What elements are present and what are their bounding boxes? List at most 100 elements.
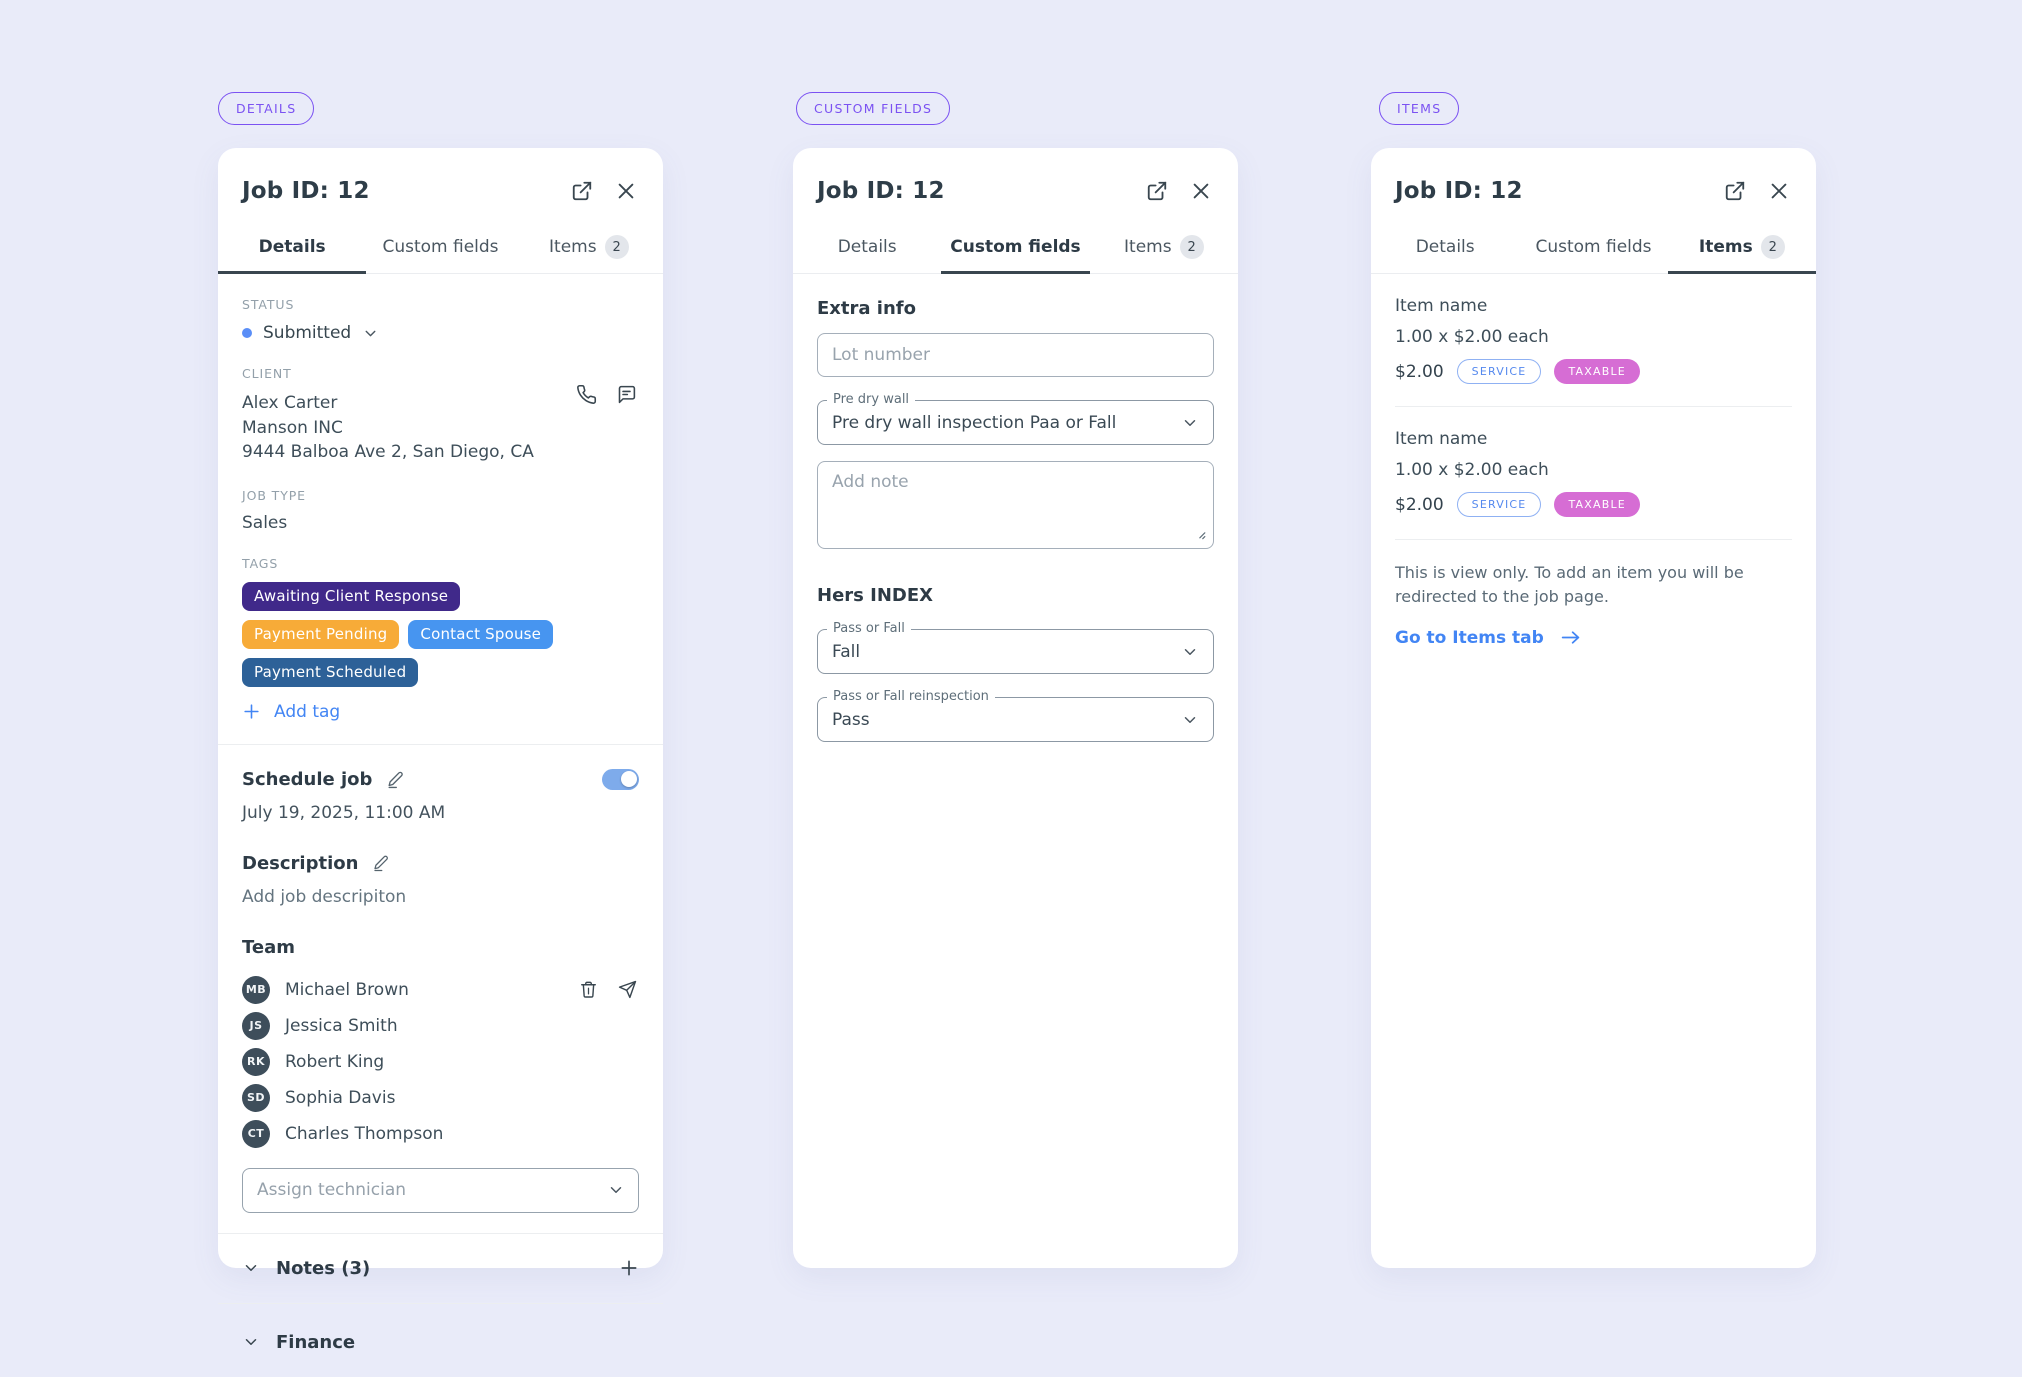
lot-number-input[interactable] (817, 333, 1214, 377)
avatar: MB (242, 975, 270, 1004)
tag-pill: Contact Spouse (408, 619, 554, 649)
tab-custom-fields[interactable]: Custom fields (1535, 237, 1652, 257)
edit-schedule-icon[interactable] (386, 770, 405, 789)
divider (218, 1232, 663, 1234)
tab-custom-fields[interactable]: Custom fields (941, 226, 1090, 274)
chevron-down-icon (365, 330, 376, 336)
pass-or-fall-label: Pass or Fall (827, 621, 911, 636)
client-name: Alex Carter (242, 393, 338, 413)
assign-technician-input[interactable] (242, 1167, 639, 1213)
tab-bar: Details Custom fields Items 2 (793, 226, 1238, 274)
custom-fields-card: Job ID: 12 Details Custom fields Items 2 … (793, 148, 1238, 1268)
plus-icon (244, 704, 259, 719)
item-price: $2.00 (1395, 361, 1444, 382)
item-row: Item name 1.00 x $2.00 each $2.00 SERVIC… (1395, 296, 1792, 384)
tab-items[interactable]: Items 2 (1090, 226, 1238, 274)
items-section-chip: ITEMS (1379, 92, 1460, 125)
tab-custom-fields[interactable]: Custom fields (382, 237, 499, 257)
tag-pill: Payment Pending (242, 619, 400, 649)
tab-items[interactable]: Items 2 (1667, 226, 1816, 274)
resize-handle-icon[interactable] (1189, 522, 1209, 542)
close-icon[interactable] (1190, 180, 1212, 202)
team-title: Team (242, 936, 295, 958)
add-note-textarea[interactable] (817, 461, 1214, 549)
item-quantity: 1.00 x $2.00 each (1395, 327, 1549, 347)
job-type-value: Sales (242, 512, 288, 533)
item-row: Item name 1.00 x $2.00 each $2.00 SERVIC… (1395, 429, 1792, 517)
pre-dry-wall-label: Pre dry wall (827, 392, 916, 407)
phone-icon[interactable] (576, 384, 597, 405)
schedule-job-title: Schedule job (242, 768, 373, 790)
divider (1395, 539, 1792, 540)
description-placeholder: Add job descripiton (242, 886, 407, 907)
description-title: Description (242, 852, 359, 874)
status-dropdown[interactable]: Submitted (242, 323, 639, 343)
schedule-datetime: July 19, 2025, 11:00 AM (242, 802, 446, 823)
items-card: Job ID: 12 Details Custom fields Items 2 … (1371, 148, 1816, 1268)
chevron-down-icon (1184, 648, 1196, 655)
chevron-down-icon (245, 1339, 257, 1345)
items-count-badge: 2 (604, 235, 629, 259)
team-member-row: SD Sophia Davis (242, 1080, 639, 1116)
pre-dry-wall-select[interactable]: Pre dry wall Pre dry wall inspection Paa… (817, 392, 1214, 445)
divider (218, 743, 663, 745)
add-tag-button[interactable]: Add tag (242, 702, 639, 722)
item-name: Item name (1395, 429, 1488, 449)
service-chip: SERVICE (1456, 359, 1542, 384)
pass-or-fall-select[interactable]: Pass or Fall Fall (817, 621, 1214, 674)
client-address: 9444 Balboa Ave 2, San Diego, CA (242, 442, 534, 462)
arrow-right-icon (1561, 631, 1580, 644)
items-count-badge: 2 (1760, 235, 1785, 259)
tags-list: Awaiting Client Response Payment Pending… (242, 581, 572, 687)
tab-details[interactable]: Details (1415, 237, 1475, 257)
client-label: CLIENT (242, 366, 292, 381)
tag-pill: Payment Scheduled (242, 657, 419, 687)
finance-section-toggle[interactable]: Finance (242, 1304, 639, 1377)
chevron-down-icon (1184, 716, 1196, 723)
service-chip: SERVICE (1456, 492, 1542, 517)
tags-label: TAGS (242, 555, 279, 571)
avatar: CT (242, 1119, 270, 1148)
details-card: Job ID: 12 Details Custom fields Items 2 … (218, 148, 663, 1353)
add-note-icon[interactable] (619, 1258, 639, 1278)
status-label: STATUS (242, 297, 295, 312)
item-quantity: 1.00 x $2.00 each (1395, 460, 1549, 480)
item-price: $2.00 (1395, 494, 1444, 515)
job-title: Job ID: 12 (1395, 178, 1523, 204)
custom-fields-section-chip: CUSTOM FIELDS (796, 92, 951, 125)
edit-description-icon[interactable] (372, 854, 390, 872)
pass-or-fall-reinspection-select[interactable]: Pass or Fall reinspection Pass (817, 689, 1214, 742)
extra-info-title: Extra info (817, 298, 916, 319)
avatar: SD (242, 1083, 270, 1112)
chevron-down-icon (245, 1265, 257, 1271)
taxable-chip: TAXABLE (1554, 492, 1640, 517)
job-title: Job ID: 12 (242, 178, 370, 204)
message-icon[interactable] (616, 384, 637, 405)
details-section-chip: DETAILS (218, 92, 315, 125)
pass-or-fall-reinspection-label: Pass or Fall reinspection (827, 689, 995, 704)
job-title: Job ID: 12 (817, 178, 945, 204)
schedule-toggle[interactable] (602, 768, 639, 790)
divider (1395, 406, 1792, 407)
open-in-new-icon[interactable] (1146, 180, 1168, 202)
team-list: MB Michael Brown JS Jessica Smith RK Rob… (242, 972, 639, 1152)
tab-details[interactable]: Details (218, 226, 367, 274)
tab-bar: Details Custom fields Items 2 (1371, 226, 1816, 274)
notes-section-toggle[interactable]: Notes (3) (242, 1234, 639, 1303)
go-to-items-link[interactable]: Go to Items tab (1395, 627, 1792, 648)
tag-pill: Awaiting Client Response (242, 581, 461, 611)
status-dot-icon (242, 328, 252, 338)
tab-details[interactable]: Details (837, 237, 897, 257)
close-icon[interactable] (1768, 180, 1790, 202)
team-member-row: CT Charles Thompson (242, 1116, 639, 1152)
client-block: CLIENT Alex Carter Manson INC 9444 Balbo… (242, 366, 639, 465)
open-in-new-icon[interactable] (1724, 180, 1746, 202)
open-in-new-icon[interactable] (571, 180, 593, 202)
tab-items[interactable]: Items 2 (515, 226, 663, 274)
job-type-label: JOB TYPE (242, 487, 306, 503)
hers-index-title: Hers INDEX (817, 585, 934, 606)
delete-member-icon[interactable] (579, 980, 598, 999)
close-icon[interactable] (615, 180, 637, 202)
view-only-note: This is view only. To add an item you wi… (1395, 563, 1744, 606)
send-member-icon[interactable] (618, 980, 637, 999)
